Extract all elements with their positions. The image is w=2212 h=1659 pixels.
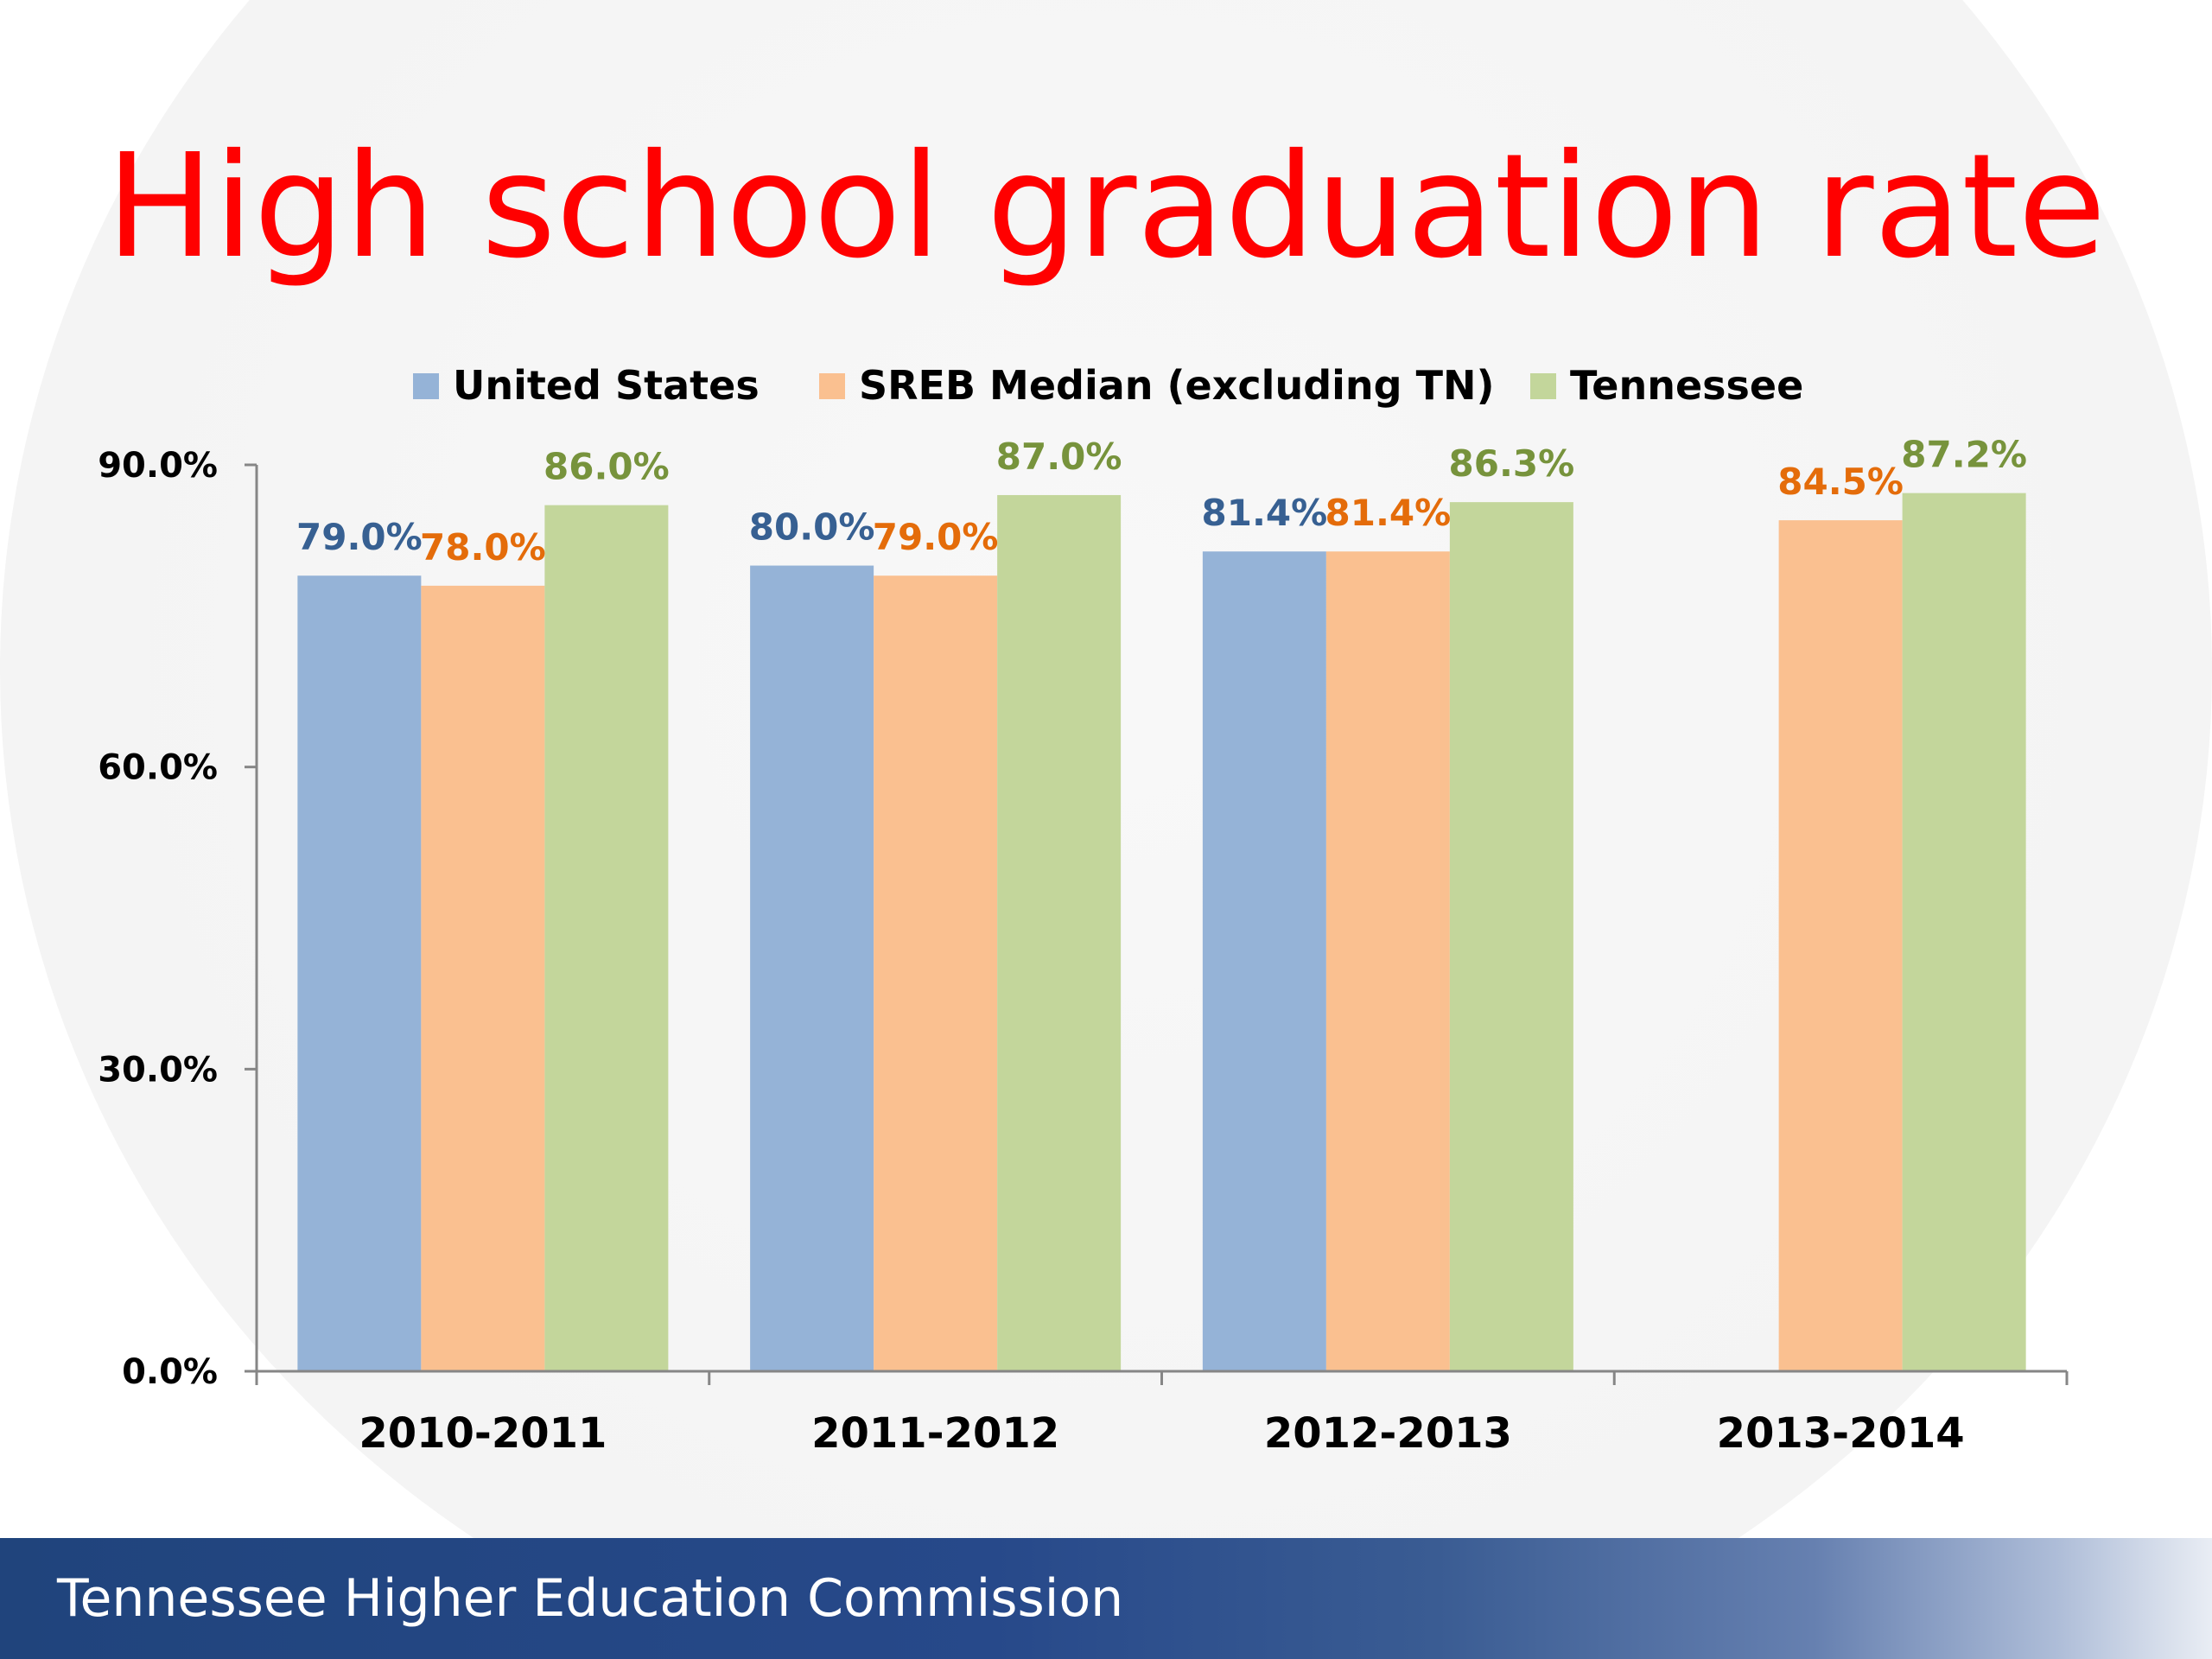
- x-tick-label: 2013-2014: [1717, 1409, 1965, 1458]
- data-labels: 79.0%78.0%86.0%80.0%79.0%87.0%81.4%81.4%…: [296, 434, 2027, 569]
- legend-swatch: [819, 373, 845, 399]
- bar: [1778, 520, 1903, 1371]
- bar: [421, 585, 545, 1371]
- footer-organization-name: Tennessee Higher Education Commission: [57, 1568, 1124, 1629]
- data-label: 78.0%: [420, 526, 546, 569]
- data-label: 79.0%: [873, 516, 999, 558]
- footer-bar: Tennessee Higher Education Commission: [0, 1538, 2212, 1659]
- legend-swatch: [1530, 373, 1556, 399]
- data-label: 86.3%: [1449, 442, 1575, 485]
- bar: [997, 494, 1122, 1371]
- y-tick-label: 30.0%: [98, 1050, 218, 1090]
- bar: [544, 505, 669, 1371]
- data-label: 86.0%: [543, 446, 670, 488]
- data-label: 81.4%: [1202, 492, 1328, 534]
- bar-chart: United States SREB Median (excluding TN) T…: [98, 362, 2069, 1458]
- data-label: 81.4%: [1325, 492, 1452, 534]
- legend-label: SREB Median (excluding TN): [859, 362, 1494, 409]
- x-tick-label: 2010-2011: [359, 1409, 607, 1458]
- bar: [1325, 551, 1450, 1371]
- x-axis: 2010-2011 2011-2012 2012-2013 2013-2014: [255, 1370, 2069, 1458]
- bar: [1202, 551, 1326, 1371]
- y-tick-label: 0.0%: [122, 1352, 218, 1392]
- bar: [874, 575, 998, 1371]
- y-axis: 0.0% 30.0% 60.0% 90.0%: [98, 446, 258, 1392]
- y-tick-label: 60.0%: [98, 748, 218, 788]
- x-tick-label: 2012-2013: [1264, 1409, 1512, 1458]
- data-label: 80.0%: [749, 506, 875, 549]
- bars: [297, 493, 2026, 1371]
- bar: [1449, 502, 1573, 1371]
- bar: [297, 575, 422, 1371]
- data-label: 84.5%: [1777, 461, 1904, 503]
- slide-title: High school graduation rate: [105, 124, 2107, 290]
- legend-label: Tennessee: [1570, 362, 1803, 409]
- bar: [750, 565, 874, 1371]
- data-label: 87.0%: [996, 435, 1122, 478]
- data-label: 87.2%: [1901, 434, 2027, 476]
- chart-legend: United States SREB Median (excluding TN) T…: [413, 362, 1803, 409]
- bar: [1902, 493, 2026, 1371]
- legend-swatch: [413, 373, 439, 399]
- legend-label: United States: [453, 362, 760, 409]
- data-label: 79.0%: [296, 516, 423, 558]
- x-tick-label: 2011-2012: [811, 1409, 1059, 1458]
- y-tick-label: 90.0%: [98, 446, 218, 486]
